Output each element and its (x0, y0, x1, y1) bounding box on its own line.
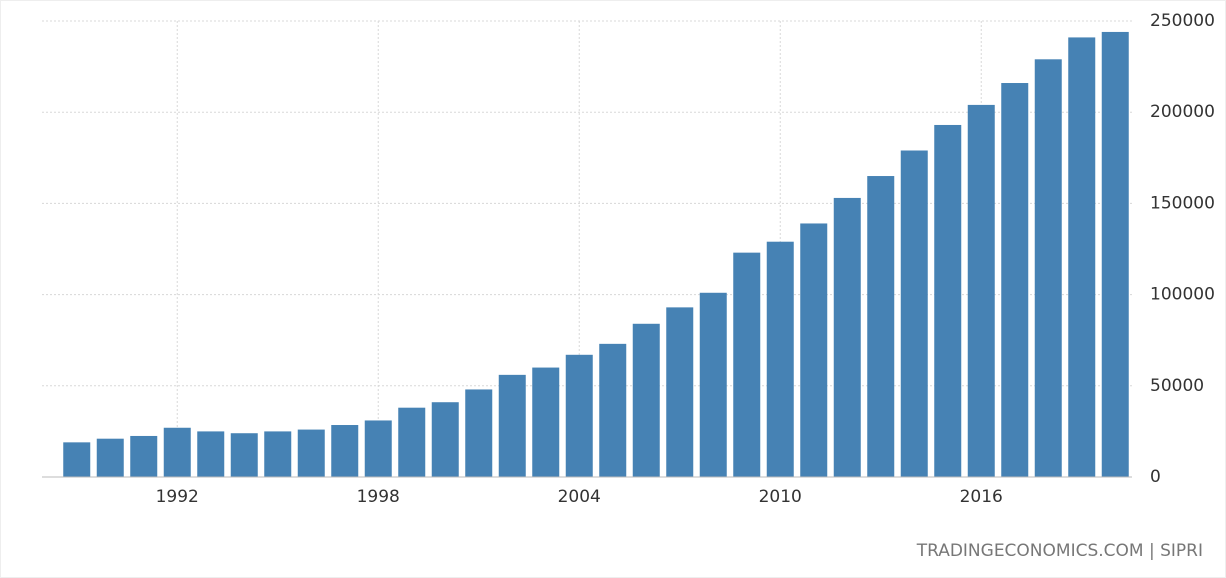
bar (766, 241, 794, 477)
bar (666, 307, 694, 477)
bar (364, 420, 392, 477)
x-tick-label: 1992 (156, 487, 199, 507)
x-tick-label: 2016 (960, 487, 1003, 507)
bar (1068, 37, 1096, 477)
x-tick-label: 2010 (759, 487, 802, 507)
bar (900, 150, 928, 477)
bar (130, 435, 158, 477)
y-tick-label: 0 (1150, 467, 1161, 487)
y-tick-label: 150000 (1150, 193, 1215, 213)
bar (96, 438, 124, 477)
y-tick-label: 250000 (1150, 11, 1215, 31)
bar (431, 402, 459, 477)
bar (297, 429, 325, 477)
bar (532, 367, 560, 477)
bar (230, 433, 258, 477)
bar (331, 425, 359, 477)
bar (1034, 59, 1062, 477)
bar (967, 104, 995, 478)
bar (1001, 83, 1029, 478)
bar (398, 407, 426, 477)
bar (1101, 31, 1129, 477)
x-tick-label: 2004 (558, 487, 601, 507)
bar (599, 343, 627, 477)
x-tick-label: 1998 (357, 487, 400, 507)
bar (699, 292, 727, 477)
bar (867, 176, 895, 478)
bar (197, 431, 225, 477)
bar (934, 124, 962, 477)
bar (833, 197, 861, 478)
bar (498, 374, 526, 477)
bar (565, 354, 593, 477)
y-tick-label: 100000 (1150, 285, 1215, 305)
bar (465, 389, 493, 477)
bar (800, 223, 828, 477)
bar (63, 442, 91, 477)
bar (163, 427, 191, 477)
source: TRADINGECONOMICS.COM | SIPRI (916, 541, 1203, 561)
bar (733, 252, 761, 477)
bar (264, 431, 292, 477)
y-tick-label: 50000 (1150, 376, 1204, 396)
bar (632, 323, 660, 477)
y-tick-label: 200000 (1150, 102, 1215, 122)
